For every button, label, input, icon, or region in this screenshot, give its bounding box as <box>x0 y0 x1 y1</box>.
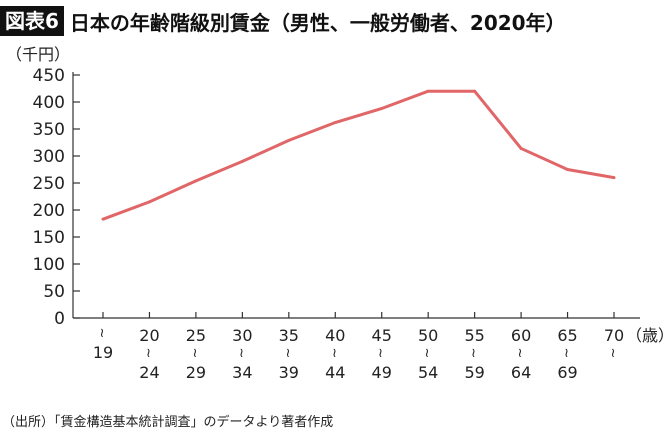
x-tick-label-bottom: 29 <box>186 363 206 382</box>
data-point <box>380 106 384 110</box>
x-tick-tilde: ~ <box>512 348 527 359</box>
x-tick-label-top: 55 <box>464 326 484 345</box>
x-tick-label-bottom: 19 <box>93 343 113 362</box>
x-tick-tilde: ~ <box>326 348 341 359</box>
x-tick-tilde: ~ <box>605 348 620 359</box>
data-point <box>101 217 105 221</box>
x-tick-label-bottom: 59 <box>464 363 484 382</box>
x-tick-tilde: ~ <box>233 348 248 359</box>
data-point <box>473 89 477 93</box>
x-tick-tilde: ~ <box>140 348 155 359</box>
x-tick-tilde: ~ <box>280 348 295 359</box>
data-line <box>102 89 615 221</box>
data-point <box>240 159 244 163</box>
x-tick-label-bottom: 54 <box>418 363 438 382</box>
x-tick-label-bottom: 39 <box>279 363 299 382</box>
x-tick-label-top: 40 <box>325 326 345 345</box>
x-tick-label-bottom: 34 <box>232 363 252 382</box>
x-tick-label-bottom: 49 <box>372 363 392 382</box>
x-tick-label-bottom: 64 <box>511 363 531 382</box>
x-tick-tilde: ~ <box>419 348 434 359</box>
data-point <box>333 121 337 125</box>
x-tick-tilde: ~ <box>187 348 202 359</box>
data-point <box>147 200 151 204</box>
data-point <box>519 146 523 150</box>
x-tick-label-top: 30 <box>232 326 252 345</box>
x-tick-label-bottom: 44 <box>325 363 345 382</box>
chart-title: 図表6 日本の年齢階級別賃金（男性、一般労働者、2020年） <box>0 6 566 36</box>
y-tick-label: 350 <box>33 120 65 140</box>
y-tick-label: 300 <box>33 147 65 167</box>
y-tick-label: 250 <box>33 174 65 194</box>
data-point <box>612 176 616 180</box>
x-tick-label-top: 45 <box>372 326 392 345</box>
data-point <box>566 168 570 171</box>
y-tick-label: 450 <box>33 66 65 86</box>
data-point <box>426 89 430 93</box>
y-tick-label: 0 <box>54 309 65 329</box>
y-tick-label: 50 <box>43 282 65 302</box>
y-tick-label: 100 <box>33 255 65 275</box>
x-tick-label-top: 35 <box>279 326 299 345</box>
x-tick-label-top: 70 <box>604 326 624 345</box>
x-tick-label-top: 25 <box>186 326 206 345</box>
y-tick-label: 200 <box>33 201 65 221</box>
x-axis-label: （歳） <box>626 326 670 345</box>
title-text: 日本の年齢階級別賃金（男性、一般労働者、2020年） <box>69 10 566 35</box>
y-axis-label: （千円） <box>6 45 70 64</box>
data-point <box>194 179 198 183</box>
x-tick-label-bottom: 69 <box>557 363 577 382</box>
y-tick-label: 150 <box>33 228 65 248</box>
x-tick-label-top: 60 <box>511 326 531 345</box>
y-tick-label: 400 <box>33 93 65 113</box>
x-tick-tilde: ~ <box>466 348 481 359</box>
source-note: （出所）「賃金構造基本統計調査」のデータより著者作成 <box>2 415 334 430</box>
x-tick-tilde: ~ <box>94 328 109 339</box>
x-tick-tilde: ~ <box>373 348 388 359</box>
x-tick-label-bottom: 24 <box>139 363 159 382</box>
figure-label: 図表6 <box>0 6 64 36</box>
x-tick-tilde: ~ <box>559 348 574 359</box>
x-tick-label-top: 20 <box>139 326 159 345</box>
x-tick-label-top: 50 <box>418 326 438 345</box>
x-tick-label-top: 65 <box>557 326 577 345</box>
data-point <box>287 138 291 142</box>
